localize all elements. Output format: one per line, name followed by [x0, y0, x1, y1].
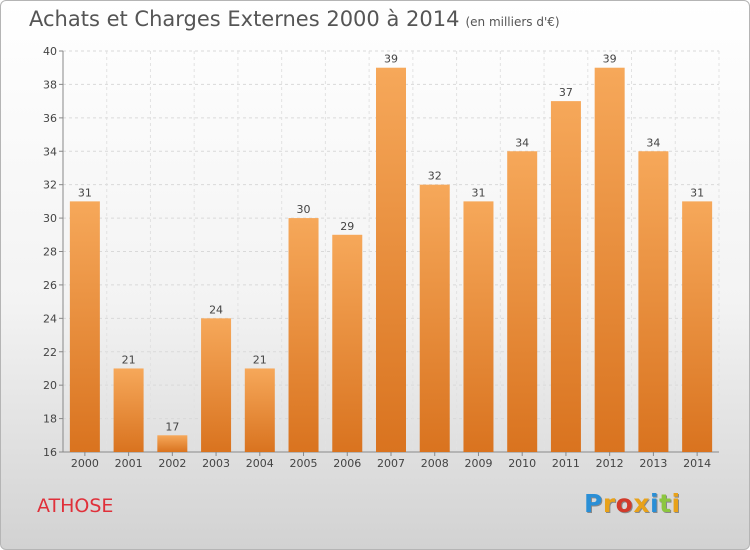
x-tick-label: 2007	[377, 457, 405, 470]
logo-letter: i	[671, 489, 681, 518]
bar	[463, 201, 494, 452]
x-tick-label: 2000	[71, 457, 99, 470]
x-tick-label: 2009	[464, 457, 492, 470]
y-tick-label: 38	[43, 78, 57, 91]
chart-unit: (en milliers d'€)	[465, 15, 560, 29]
x-tick-label: 2006	[333, 457, 361, 470]
x-tick-label: 2005	[290, 457, 318, 470]
bar	[682, 201, 713, 452]
y-tick-label: 32	[43, 179, 57, 192]
y-tick-label: 34	[43, 145, 57, 158]
bar	[244, 368, 275, 452]
x-tick-label: 2004	[246, 457, 274, 470]
data-label: 32	[428, 170, 442, 183]
data-label: 17	[165, 420, 179, 433]
data-label: 37	[559, 86, 573, 99]
data-label: 39	[603, 53, 617, 66]
data-label: 30	[297, 203, 311, 216]
labels: 31 21 17 24 21 30 29 39 32 31 34 37 39 34 31	[78, 53, 704, 434]
bar	[376, 67, 406, 452]
y-tick-label: 20	[43, 379, 57, 392]
x-tick-label: 2008	[421, 457, 449, 470]
logo-letter: P	[584, 489, 603, 518]
bars	[69, 67, 713, 452]
x-tick-label: 2012	[596, 457, 624, 470]
x-tick-label: 2001	[115, 457, 143, 470]
proxiti-logo: Proxiti	[584, 489, 681, 518]
x-tick-label: 2013	[639, 457, 667, 470]
y-tick-label: 22	[43, 346, 57, 359]
bar	[288, 218, 319, 452]
y-tick-label: 28	[43, 246, 57, 259]
x-tick-label: 2011	[552, 457, 580, 470]
logo-letter: o	[615, 489, 634, 518]
data-label: 29	[340, 220, 354, 233]
logo-letter: i	[650, 489, 660, 518]
data-label: 21	[253, 353, 267, 366]
data-label: 24	[209, 303, 223, 316]
y-tick-label: 26	[43, 279, 57, 292]
x-tick-label: 2002	[158, 457, 186, 470]
data-label: 31	[78, 186, 92, 199]
chart-title: Achats et Charges Externes 2000 à 2014 (e…	[29, 7, 560, 31]
bar	[332, 234, 363, 452]
data-label: 21	[122, 353, 136, 366]
bar	[201, 318, 232, 452]
bar	[638, 151, 669, 452]
data-label: 39	[384, 53, 398, 66]
bar	[419, 184, 450, 452]
y-tick-label: 16	[43, 446, 57, 459]
y-tick-label: 36	[43, 112, 57, 125]
bar	[507, 151, 538, 452]
logo-letter: x	[633, 489, 650, 518]
chart-title-text: Achats et Charges Externes 2000 à 2014	[29, 7, 460, 31]
data-label: 31	[471, 186, 485, 199]
y-tick-label: 24	[43, 312, 57, 325]
data-label: 31	[690, 186, 704, 199]
data-label: 34	[646, 136, 660, 149]
bar	[550, 101, 581, 452]
data-label: 34	[515, 136, 529, 149]
logo-letter: t	[659, 489, 672, 518]
y-tick-label: 40	[43, 45, 57, 58]
y-tick-label: 18	[43, 413, 57, 426]
bar	[157, 435, 188, 452]
logo-letter: r	[602, 489, 616, 518]
x-tick-label: 2003	[202, 457, 230, 470]
y-tick-label: 30	[43, 212, 57, 225]
city-name: ATHOSE	[37, 495, 114, 517]
x-tick-label: 2014	[683, 457, 711, 470]
x-tick-label: 2010	[508, 457, 536, 470]
bar	[69, 201, 100, 452]
bar	[113, 368, 144, 452]
bar	[594, 67, 625, 452]
